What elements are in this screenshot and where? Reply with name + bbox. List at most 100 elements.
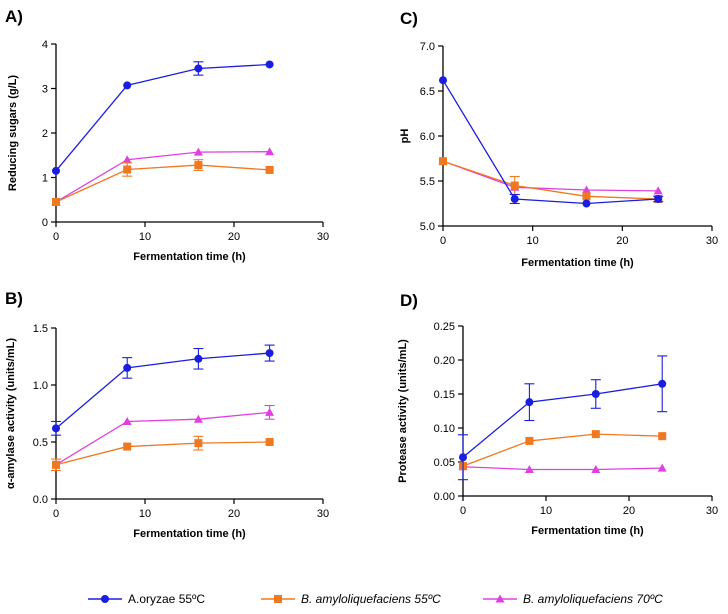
y-tick-label: 2 xyxy=(42,128,48,140)
data-point-oryzae xyxy=(582,199,591,208)
x-axis-title: Fermentation time (h) xyxy=(133,528,246,540)
y-axis-title: Protease activity (units/mL) xyxy=(397,339,409,483)
data-point-amylo55 xyxy=(510,181,519,190)
data-point-oryzae xyxy=(52,166,60,175)
legend-marker-oryzae xyxy=(101,595,109,603)
x-tick-label: 0 xyxy=(53,231,59,243)
y-tick-label: 5.5 xyxy=(420,176,435,188)
data-point-amylo55 xyxy=(194,439,203,448)
data-point-amylo70 xyxy=(591,464,601,473)
legend-item-amylo55: B. amyloliquefaciens 55ºC xyxy=(261,592,441,606)
series-amylo55 xyxy=(439,157,663,203)
series-line-amylo55 xyxy=(462,433,663,467)
x-axis-title: Fermentation time (h) xyxy=(133,251,246,263)
data-point-amylo70 xyxy=(193,147,203,156)
data-point-amylo70 xyxy=(193,414,203,423)
series-line-oryzae xyxy=(55,352,270,429)
x-tick-label: 30 xyxy=(317,508,329,520)
y-tick-label: 4 xyxy=(42,39,48,51)
series-amylo70 xyxy=(458,462,667,473)
chart-panel: D) 0 10 20 30 0.00 0.05 0.10 0.15 0.20 0.25 Ferment… xyxy=(397,291,718,537)
series-line-amylo70 xyxy=(55,151,270,203)
x-axis-title: Fermentation time (h) xyxy=(521,257,634,269)
x-tick-label: 30 xyxy=(706,505,718,517)
x-axis-title: Fermentation time (h) xyxy=(531,525,644,537)
chart-panel: B) 0 10 20 30 0.0 0.5 1.0 1.5 Fermentation time (… xyxy=(5,289,329,540)
chart-panels: A) 0 10 20 30 0 1 2 3 4 Fermentation time (h) Reduc… xyxy=(5,7,718,540)
data-point-amylo70 xyxy=(524,464,534,473)
x-tick-label: 10 xyxy=(139,231,151,243)
series-line-amylo70 xyxy=(442,160,659,192)
data-point-amylo70 xyxy=(581,185,591,194)
series-amylo55 xyxy=(459,430,667,471)
legend-marker-amylo55 xyxy=(274,595,282,603)
legend-item-oryzae: A.oryzae 55ºC xyxy=(88,592,205,606)
data-point-amylo55 xyxy=(658,432,667,441)
series-line-oryzae xyxy=(442,79,659,205)
legend: A.oryzae 55ºC B. amyloliquefaciens 55ºC … xyxy=(88,592,663,606)
panel-letter: C) xyxy=(400,9,418,28)
data-point-oryzae xyxy=(525,398,534,407)
x-tick-label: 10 xyxy=(540,505,552,517)
y-tick-label: 0.05 xyxy=(434,457,455,469)
data-point-amylo55 xyxy=(123,165,132,174)
data-point-amylo70 xyxy=(653,186,663,195)
data-point-amylo55 xyxy=(265,165,274,174)
panel-letter: D) xyxy=(400,291,418,310)
series-line-amylo70 xyxy=(55,411,270,466)
data-point-oryzae xyxy=(194,64,203,73)
y-tick-label: 0.20 xyxy=(434,355,455,367)
series-amylo55 xyxy=(52,159,274,206)
data-point-oryzae xyxy=(123,363,132,372)
y-tick-label: 0.10 xyxy=(434,423,455,435)
series-line-amylo55 xyxy=(55,164,270,203)
data-point-oryzae xyxy=(591,390,600,398)
x-tick-label: 0 xyxy=(440,235,446,247)
y-tick-label: 3 xyxy=(42,84,48,96)
x-tick-label: 20 xyxy=(616,235,628,247)
x-tick-label: 30 xyxy=(317,231,329,243)
x-tick-label: 10 xyxy=(527,235,539,247)
y-axis-title: Reducing sugars (g/L) xyxy=(7,75,19,191)
y-tick-label: 6.5 xyxy=(420,86,435,98)
series-oryzae xyxy=(458,355,668,481)
legend-label-amylo55: B. amyloliquefaciens 55ºC xyxy=(301,592,441,606)
series-oryzae xyxy=(52,60,274,175)
y-tick-label: 0.5 xyxy=(33,437,48,449)
x-tick-label: 10 xyxy=(139,508,151,520)
x-tick-label: 0 xyxy=(53,508,59,520)
series-line-oryzae xyxy=(55,63,270,172)
y-axis-title: pH xyxy=(399,129,411,144)
y-axis-title: α-amylase activity (units/mL) xyxy=(5,338,17,489)
series-line-oryzae xyxy=(462,383,663,458)
series-amylo70 xyxy=(51,147,275,206)
data-point-amylo55 xyxy=(591,430,600,439)
y-tick-label: 5.0 xyxy=(420,221,435,233)
series-amylo55 xyxy=(51,435,274,472)
series-amylo70 xyxy=(51,404,275,469)
panel-letter: B) xyxy=(5,289,23,308)
y-tick-label: 0.15 xyxy=(434,389,455,401)
y-tick-label: 1.5 xyxy=(33,323,48,335)
data-point-oryzae xyxy=(265,349,274,358)
y-tick-label: 0 xyxy=(42,217,48,229)
data-point-oryzae xyxy=(439,76,447,85)
y-tick-label: 6.0 xyxy=(420,131,435,143)
data-point-amylo55 xyxy=(52,197,60,206)
data-point-amylo70 xyxy=(122,155,132,164)
legend-label-oryzae: A.oryzae 55ºC xyxy=(128,592,205,606)
y-tick-label: 7.0 xyxy=(420,41,435,53)
data-point-amylo55 xyxy=(194,161,203,170)
series-oryzae xyxy=(439,76,664,208)
series-line-amylo70 xyxy=(462,466,663,471)
y-tick-label: 0.25 xyxy=(434,321,455,333)
data-point-oryzae xyxy=(123,81,132,90)
data-point-amylo70 xyxy=(657,463,667,472)
x-tick-label: 20 xyxy=(623,505,635,517)
data-point-amylo55 xyxy=(265,438,274,446)
data-point-oryzae xyxy=(654,195,663,203)
y-tick-label: 1 xyxy=(42,173,48,185)
data-point-oryzae xyxy=(459,453,467,462)
data-point-amylo70 xyxy=(265,407,275,416)
